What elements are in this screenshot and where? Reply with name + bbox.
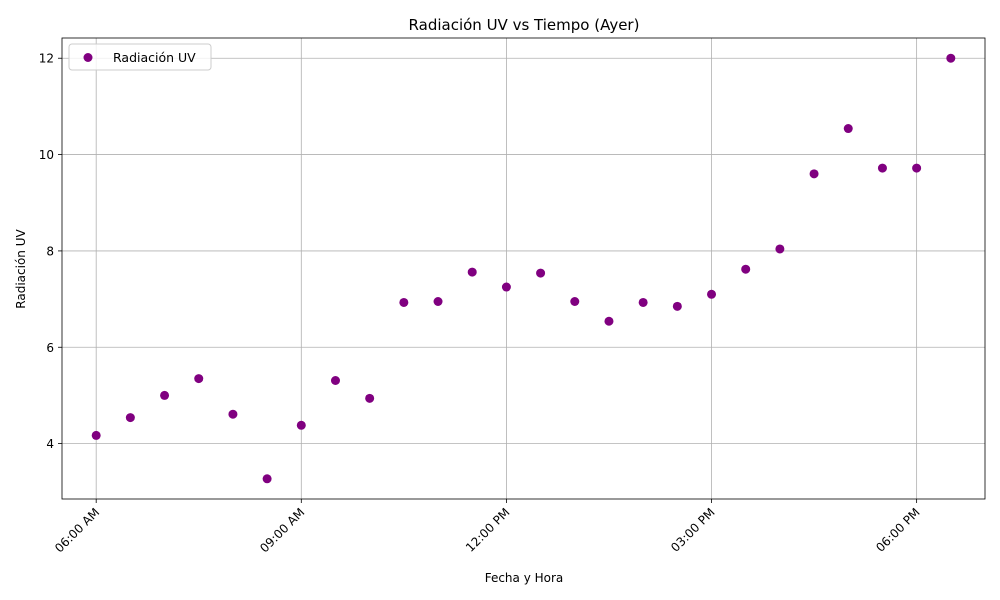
uv-data-point [843, 124, 853, 134]
uv-data-point [672, 301, 682, 311]
uv-data-point [638, 297, 648, 307]
uv-data-point [399, 297, 409, 307]
x-axis-title: Fecha y Hora [485, 571, 564, 585]
plot-frame [61, 37, 986, 500]
uv-data-point [501, 282, 511, 292]
y-tick-label: 10 [39, 148, 54, 162]
uv-data-point [91, 430, 101, 440]
uv-data-point [536, 268, 546, 278]
legend-marker [83, 53, 93, 62]
uv-data-point [330, 375, 340, 385]
uv-data-point [707, 289, 717, 299]
y-tick-label: 12 [39, 52, 54, 66]
uv-data-point [912, 163, 922, 173]
y-tick-label: 6 [46, 341, 54, 355]
uv-data-point [296, 420, 306, 430]
uv-data-point [160, 390, 170, 400]
uv-data-point [433, 296, 443, 306]
uv-data-point [604, 316, 614, 326]
y-tick-label: 8 [46, 244, 54, 258]
uv-data-point [467, 267, 477, 277]
uv-data-point [125, 413, 135, 423]
uv-data-point [946, 53, 956, 63]
legend: Radiación UV [68, 43, 212, 71]
y-tick-label: 4 [46, 437, 54, 451]
uv-data-point [570, 296, 580, 306]
uv-data-point [228, 409, 238, 419]
uv-data-point [877, 163, 887, 173]
uv-data-point [262, 474, 272, 484]
uv-data-point [809, 169, 819, 179]
chart-title: Radiación UV vs Tiempo (Ayer) [409, 16, 640, 34]
legend-label: Radiación UV [113, 50, 196, 65]
uv-data-point [194, 374, 204, 384]
uv-data-point [741, 264, 751, 274]
grid-lines [62, 38, 985, 499]
data-points [91, 53, 956, 484]
uv-data-point [775, 244, 785, 254]
uv-data-point [365, 393, 375, 403]
legend-box [68, 43, 212, 71]
y-axis-title: Radiación UV [14, 229, 28, 309]
